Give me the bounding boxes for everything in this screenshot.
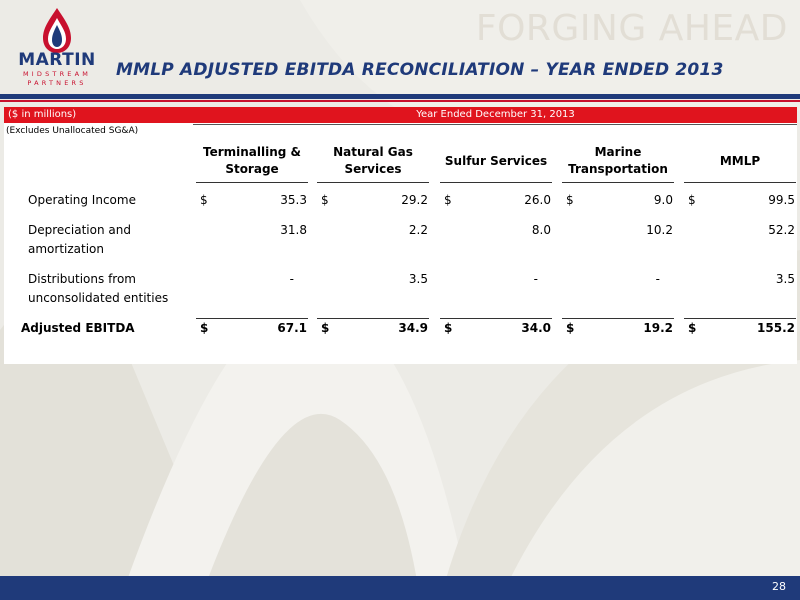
table-cell: 2.2 xyxy=(408,223,428,237)
reconciliation-table: ($ in millions) Year Ended December 31, … xyxy=(4,107,797,364)
footer-bar: 28 xyxy=(0,576,800,600)
column-header-terminalling: Terminalling & Storage xyxy=(202,145,302,176)
column-rule xyxy=(196,182,308,183)
total-rule xyxy=(317,318,429,319)
dollar-sign: $ xyxy=(444,321,453,335)
table-cell: 52.2 xyxy=(768,223,795,237)
table-cell: 31.8 xyxy=(280,223,307,237)
total-rule xyxy=(440,318,552,319)
table-cell: 34.0 xyxy=(521,321,551,335)
column-header-marine: Marine Transportation xyxy=(568,145,668,176)
dollar-sign: $ xyxy=(444,193,452,207)
table-cell: 35.3 xyxy=(280,193,307,207)
column-rule xyxy=(440,182,552,183)
dollar-sign: $ xyxy=(688,321,697,335)
header-rule-red xyxy=(0,100,800,102)
logo-subline-1: MIDSTREAM xyxy=(22,70,92,78)
flame-icon xyxy=(43,8,71,53)
total-rule xyxy=(562,318,674,319)
dollar-sign: $ xyxy=(200,193,208,207)
column-header-sulfur: Sulfur Services xyxy=(444,153,548,168)
dollar-sign: $ xyxy=(688,193,696,207)
dollar-sign: $ xyxy=(321,321,330,335)
column-rule xyxy=(317,182,429,183)
column-rule xyxy=(562,182,674,183)
table-cell: 34.9 xyxy=(398,321,428,335)
logo-wordmark: MARTIN xyxy=(18,50,96,70)
dollar-sign: $ xyxy=(566,321,575,335)
dollar-sign: $ xyxy=(321,193,329,207)
table-cell: - xyxy=(655,272,660,286)
company-logo: MARTIN MIDSTREAM PARTNERS xyxy=(14,6,100,90)
table-cell: 9.0 xyxy=(653,193,673,207)
table-header-bar: ($ in millions) Year Ended December 31, … xyxy=(4,107,797,123)
dollar-sign: $ xyxy=(566,193,574,207)
table-cell: 67.1 xyxy=(277,321,307,335)
column-header-mmlp: MMLP xyxy=(719,153,761,168)
row-label-adjusted-ebitda: Adjusted EBITDA xyxy=(21,321,135,335)
total-rule xyxy=(684,318,796,319)
row-label-operating-income: Operating Income xyxy=(28,193,136,207)
column-rule xyxy=(684,182,796,183)
logo-subline-2: PARTNERS xyxy=(27,79,87,87)
column-header-natural-gas: Natural Gas Services xyxy=(333,145,413,176)
table-cell: 3.5 xyxy=(408,272,428,286)
page-number: 28 xyxy=(772,580,786,593)
table-cell: 99.5 xyxy=(768,193,795,207)
table-cell: 10.2 xyxy=(646,223,673,237)
table-cell: 19.2 xyxy=(643,321,673,335)
table-cell: - xyxy=(533,272,538,286)
slide-title: MMLP ADJUSTED EBITDA RECONCILIATION – YE… xyxy=(116,60,724,80)
period-underline xyxy=(193,124,797,125)
unit-label: ($ in millions) xyxy=(8,109,77,120)
table-cell: 8.0 xyxy=(531,223,551,237)
table-cell: 3.5 xyxy=(775,272,795,286)
row-label-depreciation: Depreciation and amortization xyxy=(28,223,131,256)
total-rule xyxy=(196,318,308,319)
period-label: Year Ended December 31, 2013 xyxy=(416,109,575,120)
table-cell: - xyxy=(289,272,294,286)
table-note: (Excludes Unallocated SG&A) xyxy=(6,126,139,136)
dollar-sign: $ xyxy=(200,321,209,335)
table-cell: 29.2 xyxy=(401,193,428,207)
tagline: FORGING AHEAD xyxy=(475,8,788,49)
table-cell: 155.2 xyxy=(757,321,795,335)
row-label-distributions: Distributions from unconsolidated entitie… xyxy=(28,272,169,305)
table-cell: 26.0 xyxy=(524,193,551,207)
header-rule-blue xyxy=(0,94,800,99)
